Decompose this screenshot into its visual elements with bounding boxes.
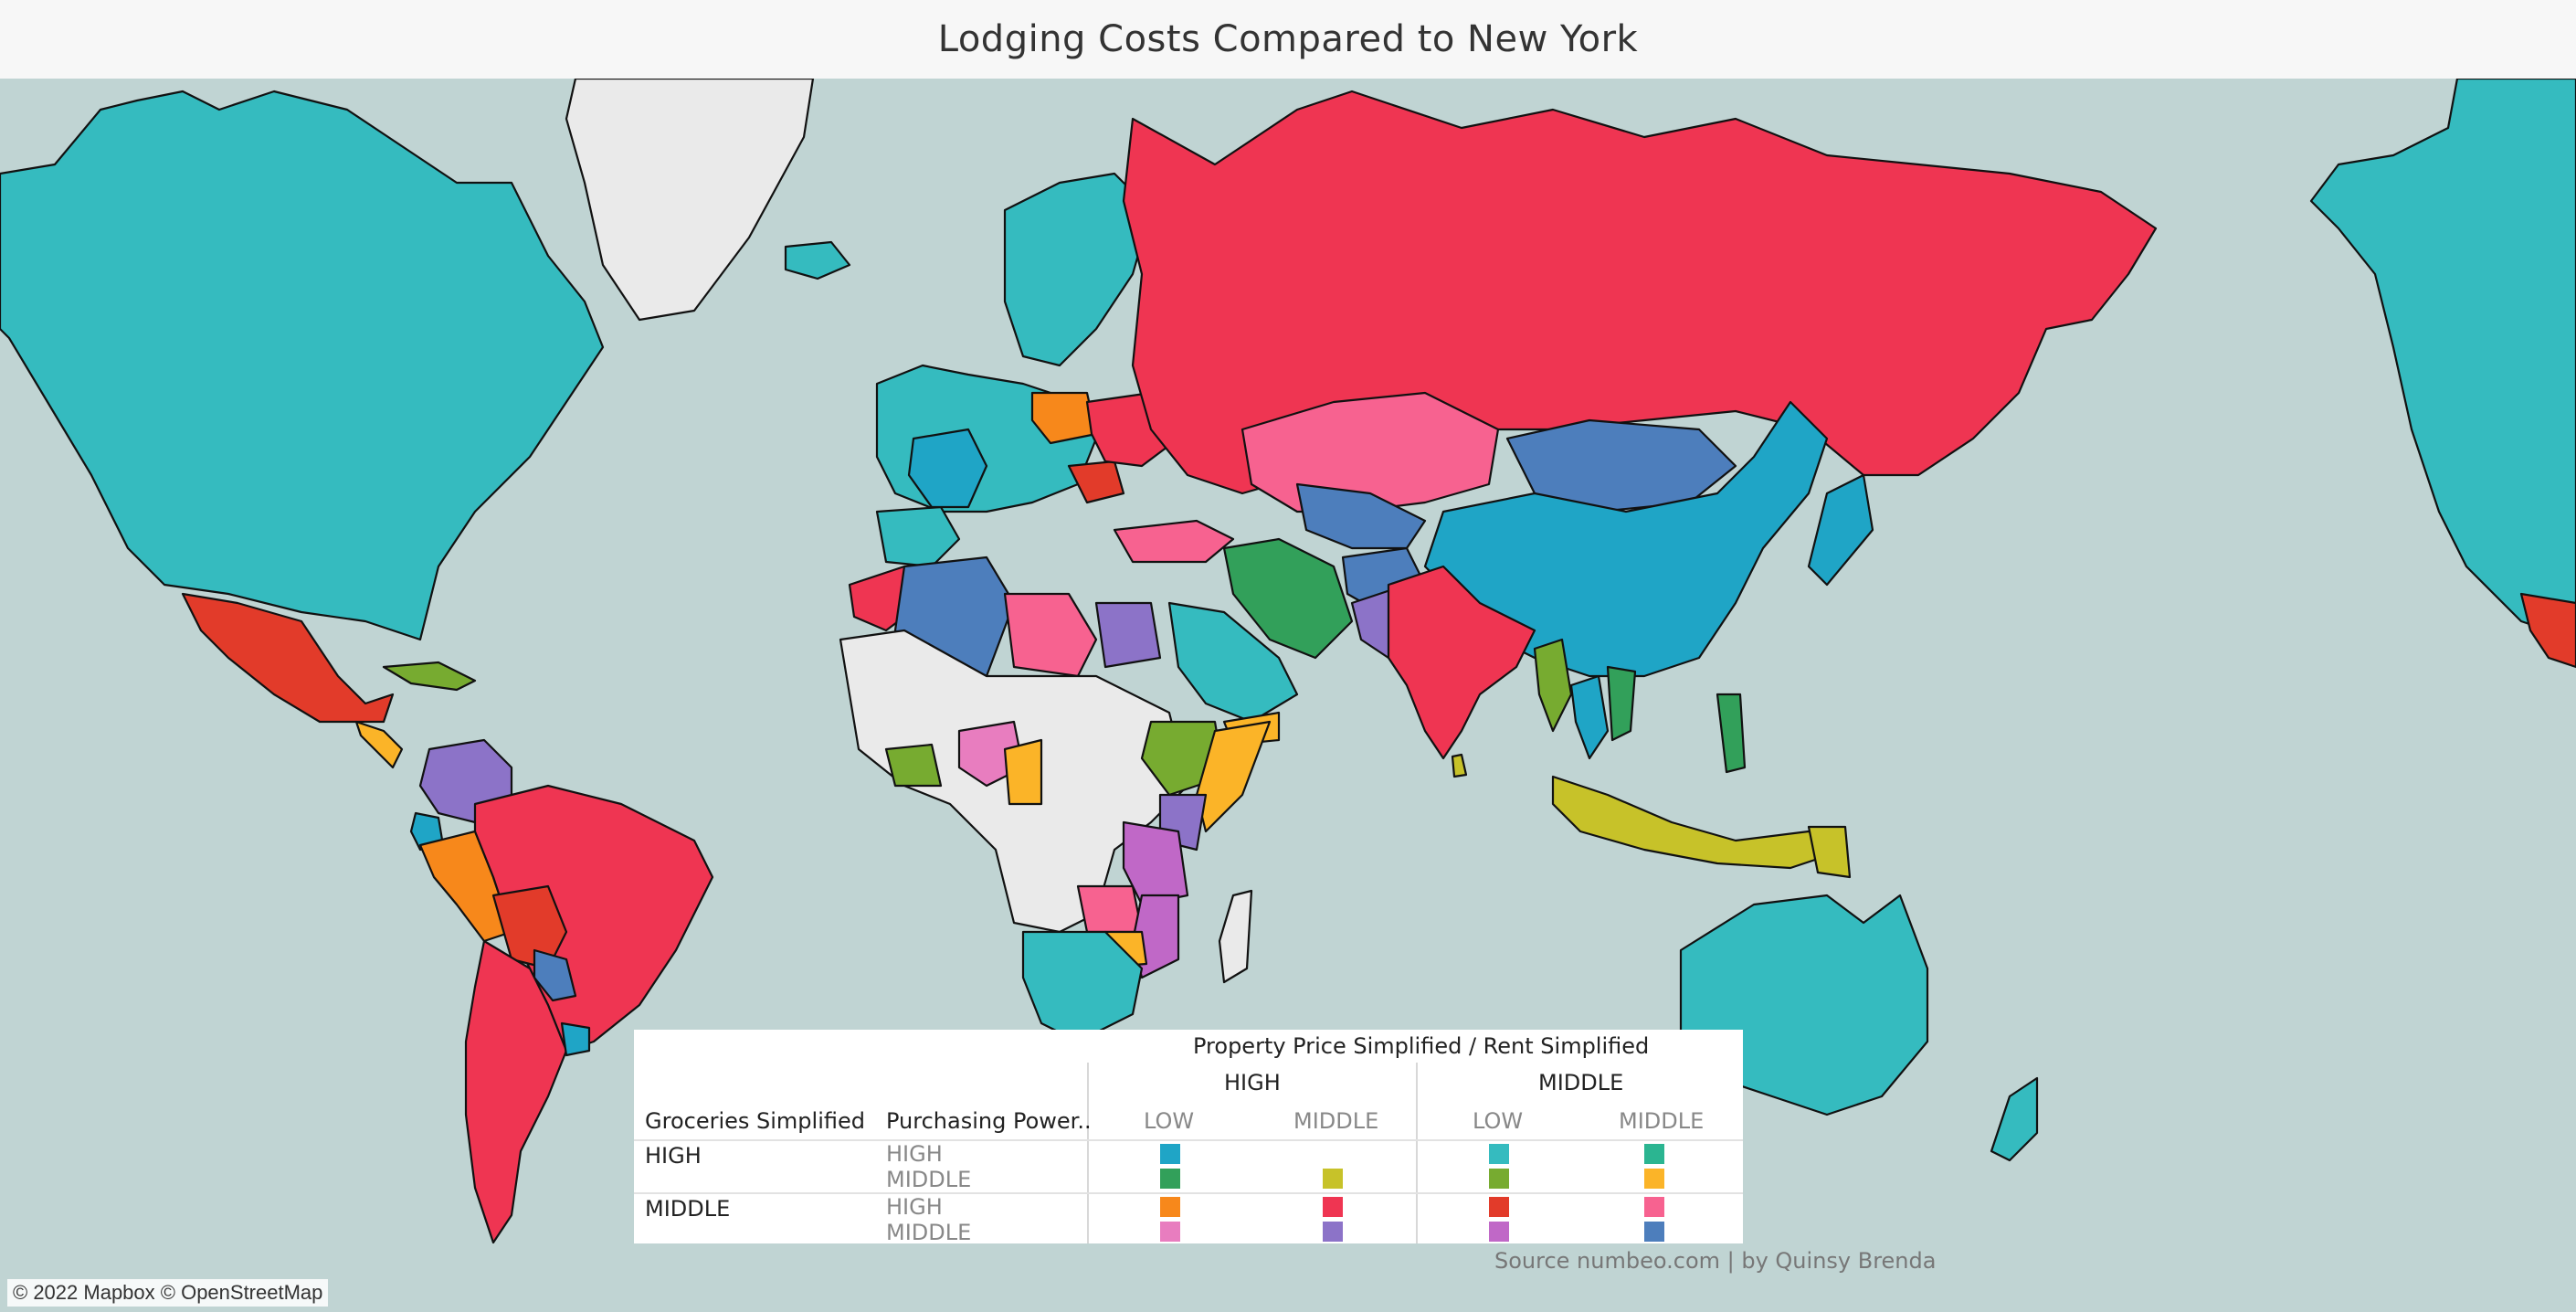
country-paraguay[interactable]: [533, 948, 577, 1002]
legend-sub-low-1: LOW: [1144, 1108, 1195, 1134]
legend-swatch-light-pink: [1160, 1222, 1180, 1242]
country-russia[interactable]: [1122, 90, 2158, 495]
country-spain[interactable]: [875, 505, 961, 568]
country-ivory-coast[interactable]: [884, 743, 943, 788]
country-greenland[interactable]: [565, 79, 815, 322]
map-canvas[interactable]: [0, 79, 2576, 1312]
legend-header-rule: [634, 1139, 1743, 1141]
country-japan[interactable]: [1807, 473, 1874, 587]
legend-swatch-red: [1489, 1197, 1509, 1217]
country-madagascar[interactable]: [1218, 889, 1253, 984]
country-france[interactable]: [907, 428, 988, 509]
country-central-america[interactable]: [354, 720, 404, 769]
legend-sub-middle-2: MIDDLE: [1619, 1108, 1705, 1134]
legend-swatch-pink: [1644, 1197, 1664, 1217]
country-argentina[interactable]: [464, 939, 568, 1244]
country-iceland[interactable]: [784, 240, 851, 280]
country-poland[interactable]: [1030, 391, 1098, 445]
legend-swatch-yellow: [1323, 1169, 1343, 1189]
legend-row-header-purchasing: Purchasing Power..: [886, 1108, 1092, 1134]
country-libya[interactable]: [1003, 592, 1098, 678]
country-saudi-arabia[interactable]: [1167, 601, 1299, 724]
country-myanmar[interactable]: [1533, 638, 1573, 733]
country-sri-lanka[interactable]: [1451, 753, 1468, 778]
legend-col-group-middle: MIDDLE: [1538, 1070, 1624, 1095]
legend-swatch-blue: [1644, 1222, 1664, 1242]
country-scandinavia[interactable]: [1003, 172, 1153, 367]
legend-swatch-green: [1160, 1169, 1180, 1189]
country-philippines[interactable]: [1716, 693, 1747, 774]
color-legend-table: Property Price Simplified / Rent Simplif…: [634, 1030, 1743, 1245]
legend-divider-2: [1416, 1063, 1418, 1243]
country-south-africa[interactable]: [1021, 930, 1144, 1043]
country-india[interactable]: [1387, 565, 1536, 760]
legend-sub-middle-1: MIDDLE: [1293, 1108, 1379, 1134]
legend-divider-1: [1087, 1063, 1089, 1243]
legend-swatch-teal-blue: [1160, 1144, 1180, 1164]
country-thailand[interactable]: [1569, 674, 1610, 760]
legend-swatch-orchid: [1489, 1222, 1509, 1242]
legend-row-rule: [634, 1192, 1743, 1194]
legend-row-high: HIGH: [645, 1143, 702, 1169]
country-mexico-right[interactable]: [2519, 592, 2576, 669]
map-attribution[interactable]: © 2022 Mapbox © OpenStreetMap: [7, 1279, 329, 1307]
country-uruguay[interactable]: [560, 1021, 591, 1057]
dashboard-title: Lodging Costs Compared to New York: [0, 0, 2576, 79]
legend-pp-high-b: HIGH: [886, 1194, 943, 1220]
country-romania[interactable]: [1067, 460, 1125, 504]
legend-swatch-lime: [1489, 1169, 1509, 1189]
country-cameroon[interactable]: [1003, 738, 1043, 806]
legend-top-header: Property Price Simplified / Rent Simplif…: [1193, 1033, 1650, 1059]
legend-swatch-orange: [1160, 1197, 1180, 1217]
country-somalia[interactable]: [1195, 720, 1272, 833]
country-indonesia[interactable]: [1551, 775, 1847, 870]
country-mexico[interactable]: [181, 592, 395, 724]
legend-pp-middle-b: MIDDLE: [886, 1220, 972, 1245]
country-cuba[interactable]: [382, 661, 477, 692]
legend-sub-low-2: LOW: [1473, 1108, 1524, 1134]
legend-row-middle: MIDDLE: [645, 1196, 731, 1222]
country-north-america[interactable]: [0, 90, 605, 641]
legend-swatch-sea-green: [1644, 1144, 1664, 1164]
country-papua[interactable]: [1807, 825, 1852, 879]
legend-swatch-purple: [1323, 1222, 1343, 1242]
country-new-zealand[interactable]: [1990, 1076, 2039, 1162]
legend-swatch-crimson: [1323, 1197, 1343, 1217]
legend-swatch-gold: [1644, 1169, 1664, 1189]
legend-row-header-groceries: Groceries Simplified: [645, 1108, 865, 1134]
country-kazakhstan[interactable]: [1240, 391, 1500, 513]
source-credit: Source numbeo.com | by Quinsy Brenda: [1494, 1248, 1937, 1274]
country-egypt[interactable]: [1094, 601, 1162, 669]
country-alaska-right[interactable]: [2309, 79, 2576, 641]
legend-swatch-teal: [1489, 1144, 1509, 1164]
legend-pp-high-a: HIGH: [886, 1141, 943, 1167]
country-zambia[interactable]: [1076, 884, 1144, 934]
legend-pp-middle-a: MIDDLE: [886, 1167, 972, 1192]
country-bolivia[interactable]: [491, 884, 568, 970]
legend-col-group-high: HIGH: [1224, 1070, 1281, 1095]
country-iran[interactable]: [1222, 537, 1354, 660]
country-turkey[interactable]: [1113, 519, 1235, 564]
country-vietnam[interactable]: [1606, 665, 1637, 742]
